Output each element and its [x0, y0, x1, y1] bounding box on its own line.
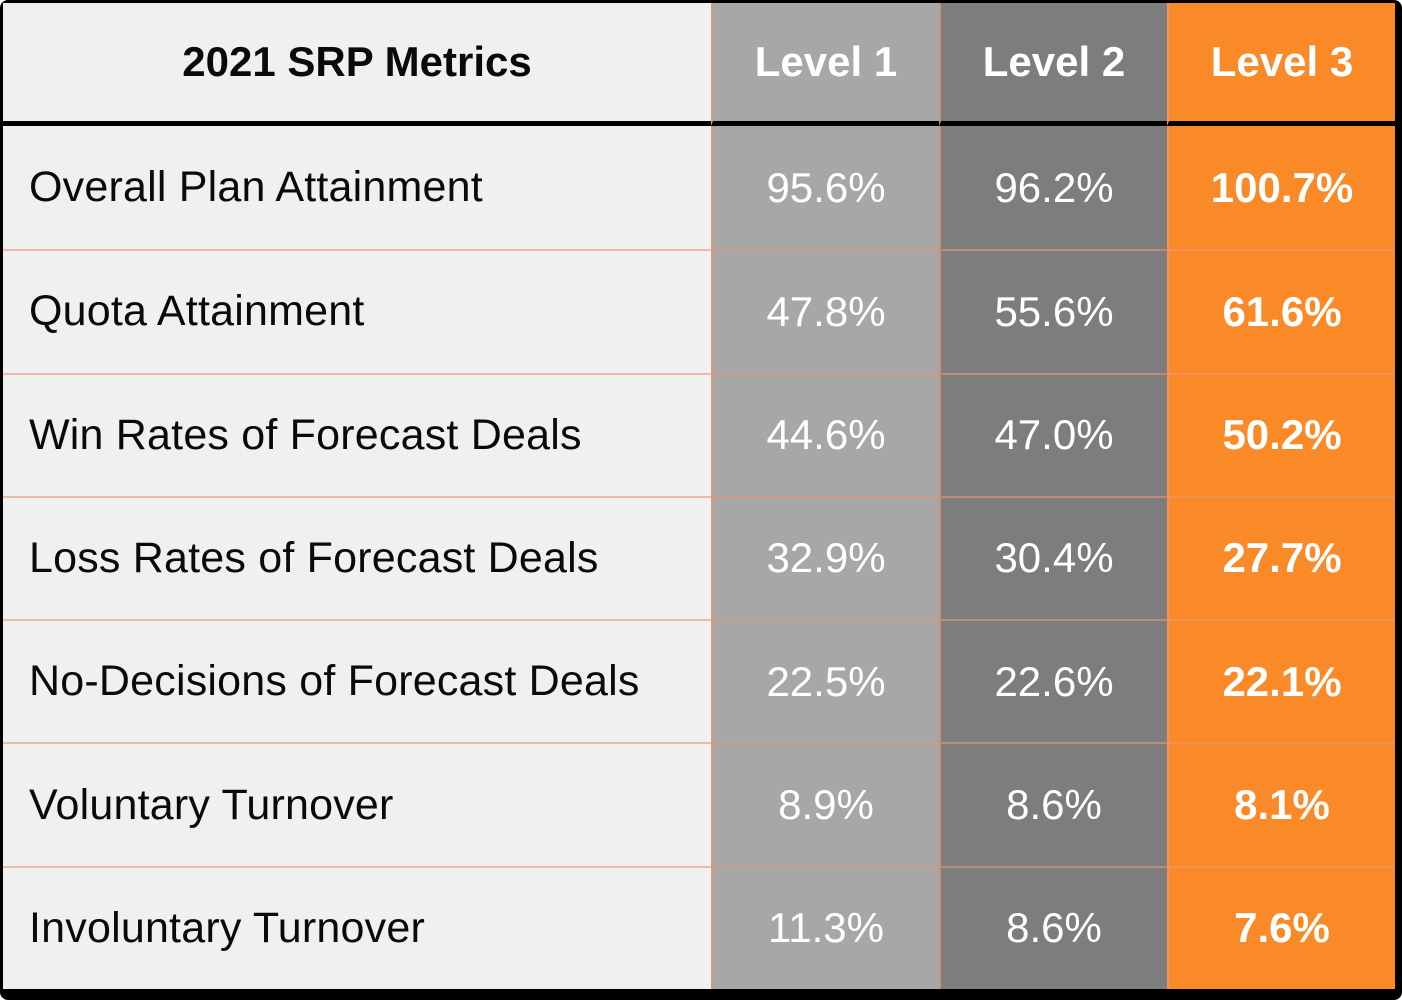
row-label-loss-rates: Loss Rates of Forecast Deals	[3, 495, 711, 620]
value-cell-highlight: 50.2%	[1167, 372, 1395, 496]
row-label-win-rates: Win Rates of Forecast Deals	[3, 372, 711, 496]
value-cell: 96.2%	[939, 126, 1167, 250]
column-header-level-3: Level 3	[1167, 3, 1395, 126]
value-cell: 11.3%	[711, 865, 939, 989]
value-cell-highlight: 100.7%	[1167, 126, 1395, 250]
value-cell: 22.6%	[939, 619, 1167, 743]
value-cell-highlight: 61.6%	[1167, 249, 1395, 373]
value-cell: 47.8%	[711, 249, 939, 373]
value-cell: 55.6%	[939, 249, 1167, 373]
value-cell-highlight: 8.1%	[1167, 742, 1395, 866]
value-cell-highlight: 22.1%	[1167, 619, 1395, 743]
value-cell: 32.9%	[711, 495, 939, 620]
row-label-no-decisions: No-Decisions of Forecast Deals	[3, 619, 711, 743]
column-header-level-2: Level 2	[939, 3, 1167, 126]
value-cell: 8.6%	[939, 742, 1167, 866]
row-label-voluntary-turnover: Voluntary Turnover	[3, 742, 711, 866]
value-cell-highlight: 27.7%	[1167, 495, 1395, 620]
row-label-quota-attainment: Quota Attainment	[3, 249, 711, 373]
value-cell: 44.6%	[711, 372, 939, 496]
value-cell: 47.0%	[939, 372, 1167, 496]
value-cell: 8.9%	[711, 742, 939, 866]
value-cell-highlight: 7.6%	[1167, 865, 1395, 989]
column-header-level-1: Level 1	[711, 3, 939, 126]
srp-metrics-table: 2021 SRP Metrics Level 1 Level 2 Level 3…	[3, 3, 1395, 989]
value-cell: 30.4%	[939, 495, 1167, 620]
value-cell: 95.6%	[711, 126, 939, 250]
table-title: 2021 SRP Metrics	[3, 3, 711, 126]
value-cell: 8.6%	[939, 865, 1167, 989]
value-cell: 22.5%	[711, 619, 939, 743]
row-label-involuntary-turnover: Involuntary Turnover	[3, 865, 711, 989]
row-label-overall-plan-attainment: Overall Plan Attainment	[3, 126, 711, 250]
